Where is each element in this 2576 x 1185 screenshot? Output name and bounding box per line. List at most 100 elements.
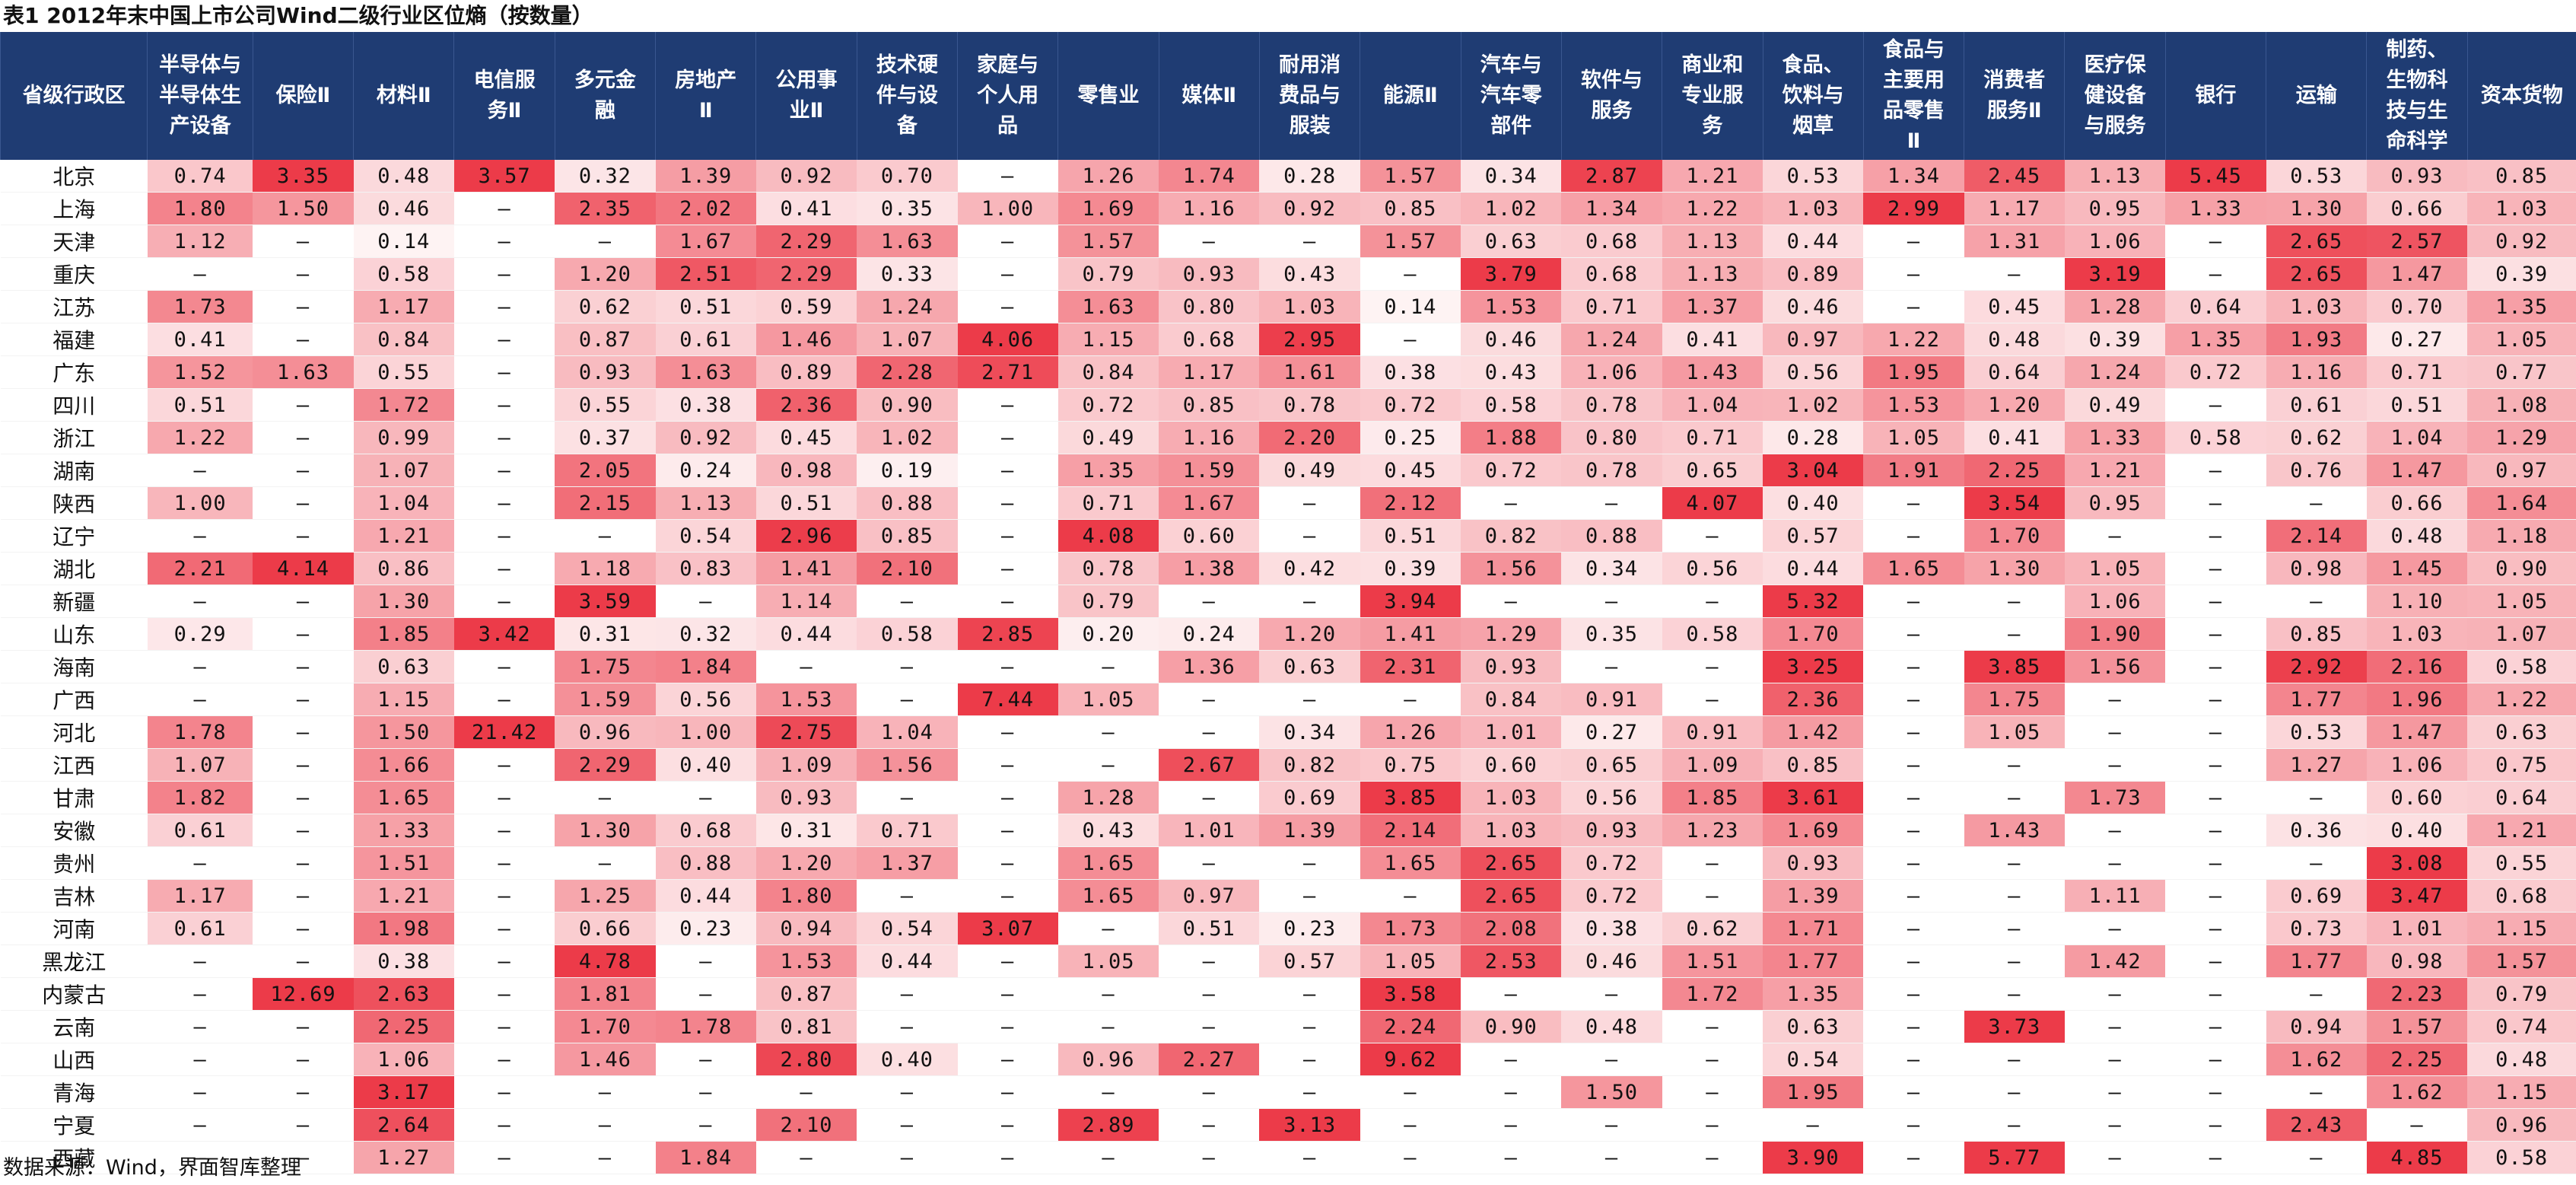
value-cell: –: [2064, 1043, 2166, 1076]
value-cell: –: [1360, 683, 1461, 716]
value-cell: 1.75: [555, 650, 656, 683]
value-cell: 1.03: [2366, 617, 2468, 651]
column-header: 食品与 主要用 品零售 Ⅱ: [1862, 32, 1964, 160]
value-cell: 1.04: [353, 486, 454, 520]
value-cell: –: [555, 1141, 656, 1174]
column-header-line: 与服务: [2084, 114, 2146, 138]
province-cell: 黑龙江: [0, 944, 148, 978]
column-header: 资本货物: [2466, 32, 2576, 160]
value-cell: –: [453, 1010, 555, 1043]
value-cell: –: [1057, 1141, 1159, 1174]
value-cell: 1.41: [1360, 617, 1461, 651]
value-cell: –: [655, 944, 756, 978]
value-cell: 0.32: [555, 160, 656, 193]
value-cell: –: [1964, 257, 2065, 291]
value-cell: 0.25: [1360, 421, 1461, 454]
value-cell: 0.36: [2266, 814, 2367, 847]
value-cell: 1.28: [1057, 781, 1159, 814]
value-cell: 1.06: [1561, 355, 1662, 389]
value-cell: –: [147, 1141, 253, 1174]
value-cell: 1.45: [2366, 552, 2468, 585]
column-header: 电信服 务Ⅱ: [453, 32, 555, 160]
value-cell: 1.50: [353, 715, 454, 749]
value-cell: 0.59: [755, 290, 857, 323]
value-cell: 0.64: [2467, 781, 2576, 814]
column-header-line: 健设备: [2084, 84, 2146, 107]
value-cell: –: [1964, 1108, 2065, 1142]
value-cell: –: [655, 585, 756, 618]
value-cell: 1.70: [1763, 617, 1864, 651]
value-cell: –: [1057, 748, 1159, 782]
value-cell: 1.29: [2467, 421, 2576, 454]
value-cell: 0.55: [353, 355, 454, 389]
value-cell: –: [1159, 1108, 1260, 1142]
value-cell: 0.65: [1561, 748, 1662, 782]
value-cell: 1.01: [1461, 715, 1562, 749]
value-cell: 1.30: [353, 585, 454, 618]
value-cell: 0.66: [2366, 486, 2468, 520]
value-cell: 1.95: [1763, 1075, 1864, 1109]
column-header-line: 个人用: [977, 84, 1039, 107]
value-cell: 1.13: [655, 486, 756, 520]
value-cell: –: [1561, 977, 1662, 1011]
value-cell: 0.63: [353, 650, 454, 683]
value-cell: 0.68: [1561, 257, 1662, 291]
value-cell: 1.20: [755, 846, 857, 880]
column-header: 公用事 业Ⅱ: [755, 32, 857, 160]
value-cell: 0.75: [1360, 748, 1461, 782]
value-cell: –: [1259, 1010, 1360, 1043]
value-cell: 2.27: [1159, 1043, 1260, 1076]
value-cell: –: [1964, 944, 2065, 978]
value-cell: 0.84: [353, 323, 454, 356]
value-cell: –: [253, 748, 354, 782]
column-header-line: 技术硬: [876, 53, 938, 77]
value-cell: 0.78: [1561, 388, 1662, 422]
value-cell: –: [655, 977, 756, 1011]
value-cell: –: [957, 585, 1058, 618]
value-cell: –: [1159, 715, 1260, 749]
value-cell: 1.69: [1763, 814, 1864, 847]
column-header-line: 媒体Ⅱ: [1181, 84, 1237, 107]
value-cell: –: [555, 781, 656, 814]
value-cell: 0.93: [1461, 650, 1562, 683]
value-cell: 0.85: [1360, 192, 1461, 225]
value-cell: 1.50: [1561, 1075, 1662, 1109]
value-cell: 2.75: [755, 715, 857, 749]
value-cell: 3.59: [555, 585, 656, 618]
column-header-line: Ⅱ: [1907, 129, 1921, 153]
table-title: 表1 2012年末中国上市公司Wind二级行业区位熵（按数量）: [3, 3, 593, 28]
value-cell: 0.61: [147, 814, 253, 847]
value-cell: 0.60: [1461, 748, 1562, 782]
column-header-line: 专业服: [1681, 84, 1744, 107]
value-cell: –: [957, 879, 1058, 913]
value-cell: 0.71: [2366, 355, 2468, 389]
value-cell: –: [1863, 781, 1964, 814]
value-cell: 0.90: [857, 388, 958, 422]
value-cell: 0.91: [1561, 683, 1662, 716]
value-cell: –: [2165, 846, 2266, 880]
value-cell: 2.51: [655, 257, 756, 291]
value-cell: 0.19: [857, 454, 958, 487]
table-row: 山东 0.29–1.85 3.42 0.31 0.32 0.44 0.58 2.85 0.20 0…: [0, 617, 2576, 651]
value-cell: 2.96: [755, 519, 857, 553]
table-row: 湖南 – –1.07–2.05 0.24 0.98 0.19–1.35 1.59 0.49 0.…: [0, 454, 2576, 487]
value-cell: –: [453, 977, 555, 1011]
value-cell: 2.80: [755, 1043, 857, 1076]
province-cell: 云南: [0, 1010, 148, 1043]
value-cell: 3.85: [1360, 781, 1461, 814]
value-cell: –: [1159, 585, 1260, 618]
value-cell: 1.73: [147, 290, 253, 323]
value-cell: 0.85: [2467, 160, 2576, 193]
value-cell: 0.79: [1057, 257, 1159, 291]
value-cell: 0.84: [1461, 683, 1562, 716]
value-cell: 3.94: [1360, 585, 1461, 618]
value-cell: 1.17: [353, 290, 454, 323]
value-cell: –: [957, 388, 1058, 422]
value-cell: 0.72: [1057, 388, 1159, 422]
column-header-line: 房地产: [675, 68, 737, 92]
value-cell: 4.06: [957, 323, 1058, 356]
value-cell: –: [253, 486, 354, 520]
value-cell: –: [1259, 1075, 1360, 1109]
value-cell: 1.15: [353, 683, 454, 716]
column-header-line: 命科学: [2386, 129, 2448, 153]
